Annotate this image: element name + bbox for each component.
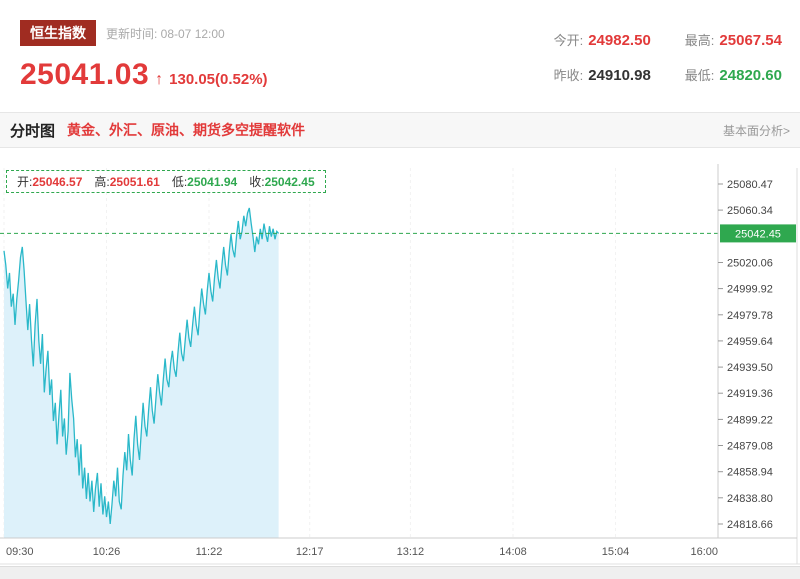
stat-label: 昨收: (553, 68, 584, 83)
intraday-line-chart: 25080.47 25060.34 25020.06 24999.92 24979.78… (0, 164, 800, 565)
svg-text:15:04: 15:04 (602, 546, 630, 558)
ohlc-low-value: 25041.94 (187, 175, 238, 189)
stat-low: 最低: 24820.60 (685, 65, 782, 84)
svg-text:24979.78: 24979.78 (727, 310, 773, 322)
next-section-edge (0, 566, 800, 579)
stat-label: 今开: (553, 33, 584, 48)
svg-text:24858.94: 24858.94 (727, 467, 773, 479)
ohlc-high-label: 高: (94, 175, 110, 189)
svg-text:12:17: 12:17 (296, 546, 324, 558)
up-arrow-icon: ↑ (155, 71, 164, 88)
index-name-badge: 恒生指数 (20, 20, 96, 46)
price-change: 130.05(0.52%) (169, 71, 268, 88)
stat-open: 今开: 24982.50 (554, 30, 651, 49)
promo-link[interactable]: 黄金、外汇、原油、期货多空提醒软件 (67, 122, 306, 138)
svg-text:16:00: 16:00 (690, 546, 718, 558)
svg-text:09:30: 09:30 (6, 546, 34, 558)
update-time: 更新时间: 08-07 12:00 (106, 26, 225, 41)
stat-value: 24910.98 (588, 67, 651, 84)
chart-toolbar: 分时图 黄金、外汇、原油、期货多空提醒软件 基本面分析> (0, 112, 800, 148)
svg-text:25020.06: 25020.06 (727, 258, 773, 270)
title-row: 恒生指数 更新时间: 08-07 12:00 (20, 20, 780, 46)
svg-text:25042.45: 25042.45 (735, 228, 781, 240)
quote-header: 恒生指数 更新时间: 08-07 12:00 25041.03 ↑ 130.05… (0, 0, 800, 112)
fundamental-analysis-link[interactable]: 基本面分析> (722, 123, 790, 138)
ohlc-low-label: 低: (171, 175, 188, 189)
ohlc-close-value: 25042.45 (264, 175, 315, 189)
svg-text:24939.50: 24939.50 (727, 362, 773, 374)
svg-text:10:26: 10:26 (93, 546, 121, 558)
stat-label: 最高: (684, 33, 715, 48)
svg-text:13:12: 13:12 (397, 546, 425, 558)
stat-value: 25067.54 (719, 32, 782, 49)
stat-prev-close: 昨收: 24910.98 (554, 65, 651, 84)
ohlc-high-value: 25051.61 (109, 175, 160, 189)
ohlc-close-label: 收: (249, 175, 265, 189)
svg-text:24999.92: 24999.92 (727, 284, 773, 296)
stat-value: 24982.50 (588, 32, 651, 49)
svg-text:24838.80: 24838.80 (727, 493, 773, 505)
svg-text:11:22: 11:22 (196, 546, 223, 558)
svg-text:25060.34: 25060.34 (727, 205, 773, 217)
ohlc-open-value: 25046.57 (32, 175, 83, 189)
svg-text:25080.47: 25080.47 (727, 179, 773, 191)
stat-value: 24820.60 (719, 67, 782, 84)
quote-stats: 今开: 24982.50 最高: 25067.54 昨收: 24910.98 最低: 2… (554, 30, 782, 84)
ohlc-legend: 开:25046.57 高:25051.61 低:25041.94 收:25042.45 (6, 170, 326, 193)
svg-text:24919.36: 24919.36 (727, 388, 773, 400)
stat-label: 最低: (684, 68, 715, 83)
svg-text:24879.08: 24879.08 (727, 441, 773, 453)
tab-intraday-chart[interactable]: 分时图 (10, 122, 56, 140)
current-price: 25041.03 (20, 58, 150, 91)
svg-text:24959.64: 24959.64 (727, 336, 773, 348)
intraday-chart-section: 开:25046.57 高:25051.61 低:25041.94 收:25042.45… (0, 148, 800, 566)
ohlc-open-label: 开: (17, 175, 33, 189)
svg-text:24899.22: 24899.22 (727, 414, 773, 426)
price-row: 25041.03 ↑ 130.05(0.52%) (20, 58, 780, 92)
stat-high: 最高: 25067.54 (685, 30, 782, 49)
svg-text:14:08: 14:08 (499, 546, 527, 558)
svg-text:24818.66: 24818.66 (727, 519, 773, 531)
